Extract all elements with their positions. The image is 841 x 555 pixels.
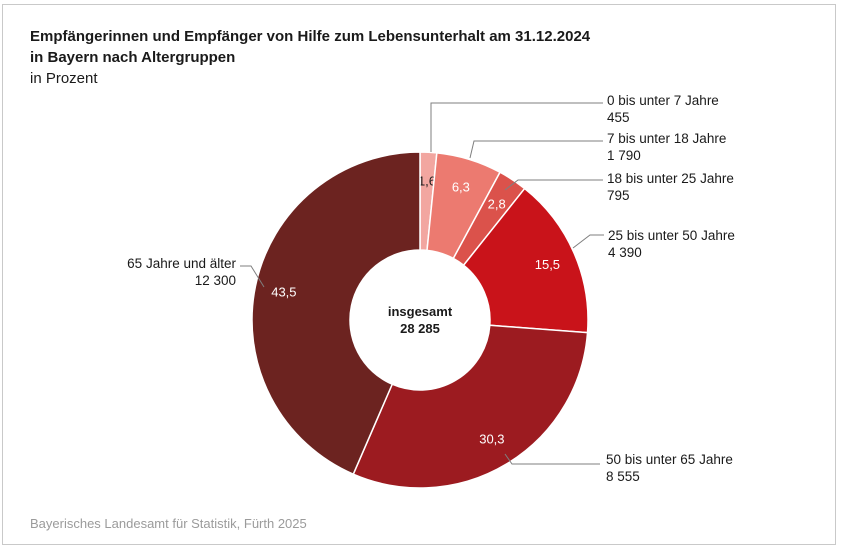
segment-percent-label-4: 30,3 [479, 431, 504, 446]
donut-segment-5 [251, 151, 421, 475]
callout-count-value: 8 555 [606, 469, 640, 484]
segment-percent-label-3: 15,5 [535, 257, 560, 272]
chart-header: Empfängerinnen und Empfänger von Hilfe z… [30, 26, 590, 89]
chart-title-line1: Empfängerinnen und Empfänger von Hilfe z… [30, 28, 591, 45]
callout-category-label: 50 bis unter 65 Jahre [606, 452, 733, 467]
callout-category-label: 0 bis unter 7 Jahre [607, 93, 719, 108]
source-note: Bayerisches Landesamt für Statistik, Für… [30, 516, 307, 531]
callout-0: 0 bis unter 7 Jahre 455 [607, 92, 719, 126]
chart-title-line2: in Bayern nach Altergruppen [30, 49, 236, 66]
callout-leader-line-5 [240, 265, 265, 288]
callout-category-label: 65 Jahre und älter [127, 256, 236, 271]
center-label-text: insgesamt [387, 304, 453, 319]
segment-percent-label-2: 2,8 [488, 197, 506, 212]
chart-subtitle: in Prozent [30, 70, 98, 87]
callout-leader-line-1 [469, 140, 603, 159]
callout-leader-line-0 [430, 102, 603, 152]
segment-percent-label-0: 1,6 [418, 174, 436, 189]
callout-leader-line-3 [572, 234, 604, 249]
segment-percent-label-5: 43,5 [271, 284, 296, 299]
callout-3: 25 bis unter 50 Jahre 4 390 [608, 227, 735, 261]
callout-5: 65 Jahre und älter 12 300 [127, 255, 236, 289]
donut-segment-3 [462, 187, 589, 334]
donut-center-label: insgesamt 28 285 [388, 303, 452, 337]
callout-category-label: 18 bis unter 25 Jahre [607, 171, 734, 186]
callout-category-label: 7 bis unter 18 Jahre [607, 131, 727, 146]
callout-leader-line-4 [504, 453, 600, 465]
callout-4: 50 bis unter 65 Jahre 8 555 [606, 451, 733, 485]
segment-percent-label-1: 6,3 [452, 180, 470, 195]
callout-category-label: 25 bis unter 50 Jahre [608, 228, 735, 243]
callout-count-value: 4 390 [608, 245, 642, 260]
callout-1: 7 bis unter 18 Jahre 1 790 [607, 130, 726, 164]
callout-count-value: 795 [607, 188, 630, 203]
callout-leader-line-2 [504, 179, 603, 191]
callout-count-value: 1 790 [607, 148, 641, 163]
donut-segment-4 [352, 324, 589, 489]
center-total-value: 28 285 [400, 321, 440, 336]
callout-count-value: 12 300 [194, 273, 236, 288]
callout-2: 18 bis unter 25 Jahre 795 [607, 170, 734, 204]
callout-count-value: 455 [607, 110, 630, 125]
